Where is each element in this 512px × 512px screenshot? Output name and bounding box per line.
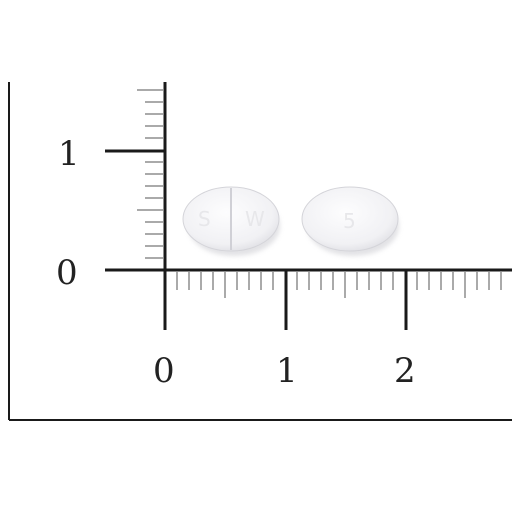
horizontal-ruler: 0 1 2 [105,268,512,391]
horizontal-label-1: 1 [276,351,298,391]
tablet-plain: 5 [301,186,399,256]
ruler-frame [8,82,512,421]
horizontal-label-0: 0 [153,351,175,391]
tablet-imprint: 5 [343,209,356,233]
vertical-ruler: 1 0 [56,82,167,330]
vertical-label-1: 1 [58,134,80,174]
vertical-label-0: 0 [56,253,78,293]
tablet-imprint-right: W [245,207,265,231]
tablet-scored: S W [182,186,280,256]
horizontal-label-2: 2 [394,351,416,391]
tablet-imprint-left: S [198,207,211,231]
